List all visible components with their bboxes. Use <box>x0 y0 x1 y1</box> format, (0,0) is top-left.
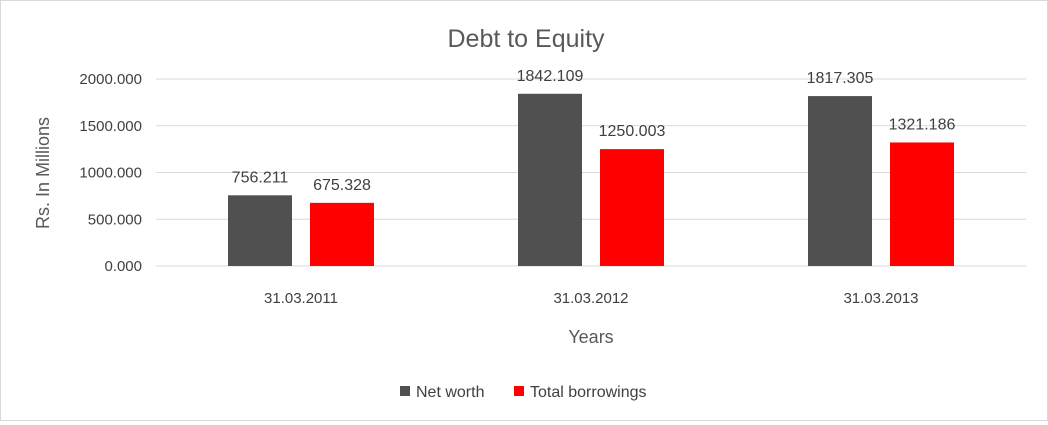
bar-net-worth <box>228 195 292 266</box>
legend-label: Net worth <box>416 384 484 401</box>
x-tick-label: 31.03.2011 <box>264 290 338 307</box>
bar-total-borrowings <box>600 149 664 266</box>
data-label: 1321.186 <box>889 116 956 133</box>
legend-item: Net worth <box>400 384 484 401</box>
bar-total-borrowings <box>310 202 374 266</box>
data-label: 675.328 <box>313 177 371 194</box>
data-label: 1842.109 <box>517 68 584 85</box>
y-tick-label: 1000.000 <box>79 165 142 182</box>
x-tick-label: 31.03.2012 <box>553 290 628 307</box>
y-axis-title: Rs. In Millions <box>33 117 53 229</box>
y-tick-label: 0.000 <box>104 258 142 275</box>
data-labels: 756.211 675.328 1842.109 1250.003 1817.305 13… <box>232 68 956 194</box>
y-tick-label: 500.000 <box>88 211 142 228</box>
bar-net-worth <box>518 93 582 266</box>
y-axis-ticks: 0.000 500.000 1000.000 1500.000 2000.000 <box>79 71 142 275</box>
x-axis-ticks: 31.03.2011 31.03.2012 31.03.2013 <box>264 290 919 307</box>
bar-net-worth <box>808 96 872 266</box>
data-label: 1250.003 <box>599 123 666 140</box>
gridlines <box>156 78 1026 267</box>
legend-label: Total borrowings <box>530 384 647 401</box>
y-tick-label: 2000.000 <box>79 71 142 88</box>
y-tick-label: 1500.000 <box>79 118 142 135</box>
legend-swatch <box>400 386 410 396</box>
data-label: 1817.305 <box>807 70 874 87</box>
x-axis-title: Years <box>568 327 613 347</box>
legend: Net worth Total borrowings <box>400 384 647 401</box>
x-tick-label: 31.03.2013 <box>843 290 918 307</box>
bar-total-borrowings <box>890 142 954 266</box>
legend-swatch <box>514 386 524 396</box>
legend-item: Total borrowings <box>514 384 647 401</box>
bars <box>228 93 954 266</box>
chart-title: Debt to Equity <box>447 25 605 53</box>
data-label: 756.211 <box>232 169 289 186</box>
